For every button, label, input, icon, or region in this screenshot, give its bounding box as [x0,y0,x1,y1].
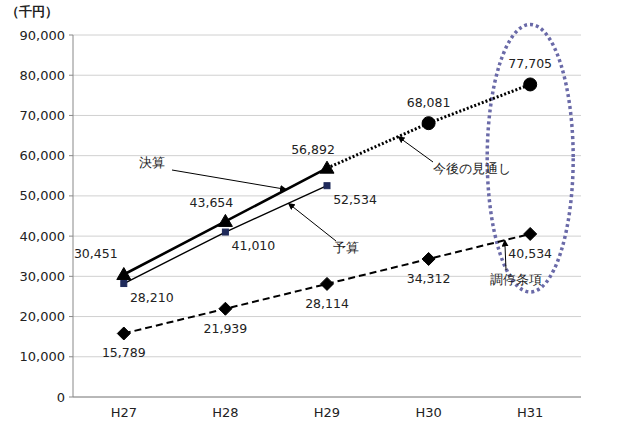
tick-mark [69,155,73,156]
grid-line [73,356,581,357]
x-tick-label: H28 [212,405,238,420]
tick-mark [69,75,73,76]
series-line [124,234,530,334]
data-label: 34,312 [407,271,451,286]
highlight-ellipse [487,24,573,292]
tick-mark [69,115,73,116]
data-label: 52,534 [333,192,377,207]
y-tick-label: 80,000 [20,68,66,83]
marker-triangle [117,268,131,280]
x-tick-label: H29 [314,405,340,420]
tick-mark [69,316,73,317]
data-label: 43,654 [190,195,234,210]
marker-diamond [117,327,130,340]
series-name: 今後の見通し [433,161,511,176]
marker-square [222,229,228,235]
marker-circle [524,78,537,91]
callout-arrow [288,203,336,241]
series-name: 予算 [333,240,359,255]
grid-line [73,35,581,36]
tick-mark [69,276,73,277]
grid [69,35,581,397]
grid-line [73,195,581,196]
y-tick-label: 40,000 [20,229,66,244]
y-tick-label: 70,000 [20,108,66,123]
grid-line [73,75,581,76]
data-label: 28,210 [130,290,174,305]
callouts: 決算予算 今後の見通し調停条項 [139,137,542,287]
data-label: 15,789 [102,345,146,360]
grid-line [73,115,581,116]
marker-square [324,183,330,189]
y-tick-label: 30,000 [20,269,66,284]
tick-mark [69,356,73,357]
x-axis-line [73,397,581,398]
series-line [327,84,530,168]
marker-circle [422,117,435,130]
grid-line [73,397,581,398]
y-tick-label: 60,000 [20,148,66,163]
data-label: 21,939 [204,321,248,336]
marker-diamond [422,252,435,265]
series-line [124,168,327,274]
x-tick-label: H27 [111,405,137,420]
callout-arrow [172,170,286,189]
tick-mark [69,195,73,196]
series-line [124,186,327,284]
y-tick-label: 50,000 [20,188,66,203]
marker-diamond [219,302,232,315]
data-label: 30,451 [74,246,118,261]
callout-arrow [398,137,433,162]
y-tick-label: 20,000 [20,309,66,324]
marker-triangle [218,214,232,226]
grid-line [73,316,581,317]
series-name: 調停条項 [490,272,542,287]
y-axis-label: （千円） [6,4,58,19]
grid-line [73,236,581,237]
marker-diamond [524,227,537,240]
callout-arrow [505,240,506,270]
marker-square [121,281,127,287]
marker-diamond [321,277,334,290]
data-label: 41,010 [232,238,276,253]
data-label: 56,892 [291,142,335,157]
x-tick-label: H31 [517,405,543,420]
series-name: 決算 [139,155,165,170]
y-tick-label: 90,000 [20,28,66,43]
plot-area [117,78,537,340]
tick-mark [69,236,73,237]
data-labels: 30,451 43,654 56,892 28,210 41,010 52,534 68,0… [74,56,552,360]
chart: 0 10,000 20,000 30,000 40,000 50,000 60,000 70,… [0,0,620,428]
data-label: 77,705 [508,56,552,71]
tick-mark [69,35,73,36]
x-tick-label: H30 [415,405,441,420]
y-tick-label: 0 [57,390,65,405]
data-label: 28,114 [305,296,349,311]
tick-mark [69,397,73,398]
y-tick-label: 10,000 [20,349,66,364]
y-axis-line [73,35,74,397]
data-label: 40,534 [508,246,552,261]
data-label: 68,081 [407,95,451,110]
